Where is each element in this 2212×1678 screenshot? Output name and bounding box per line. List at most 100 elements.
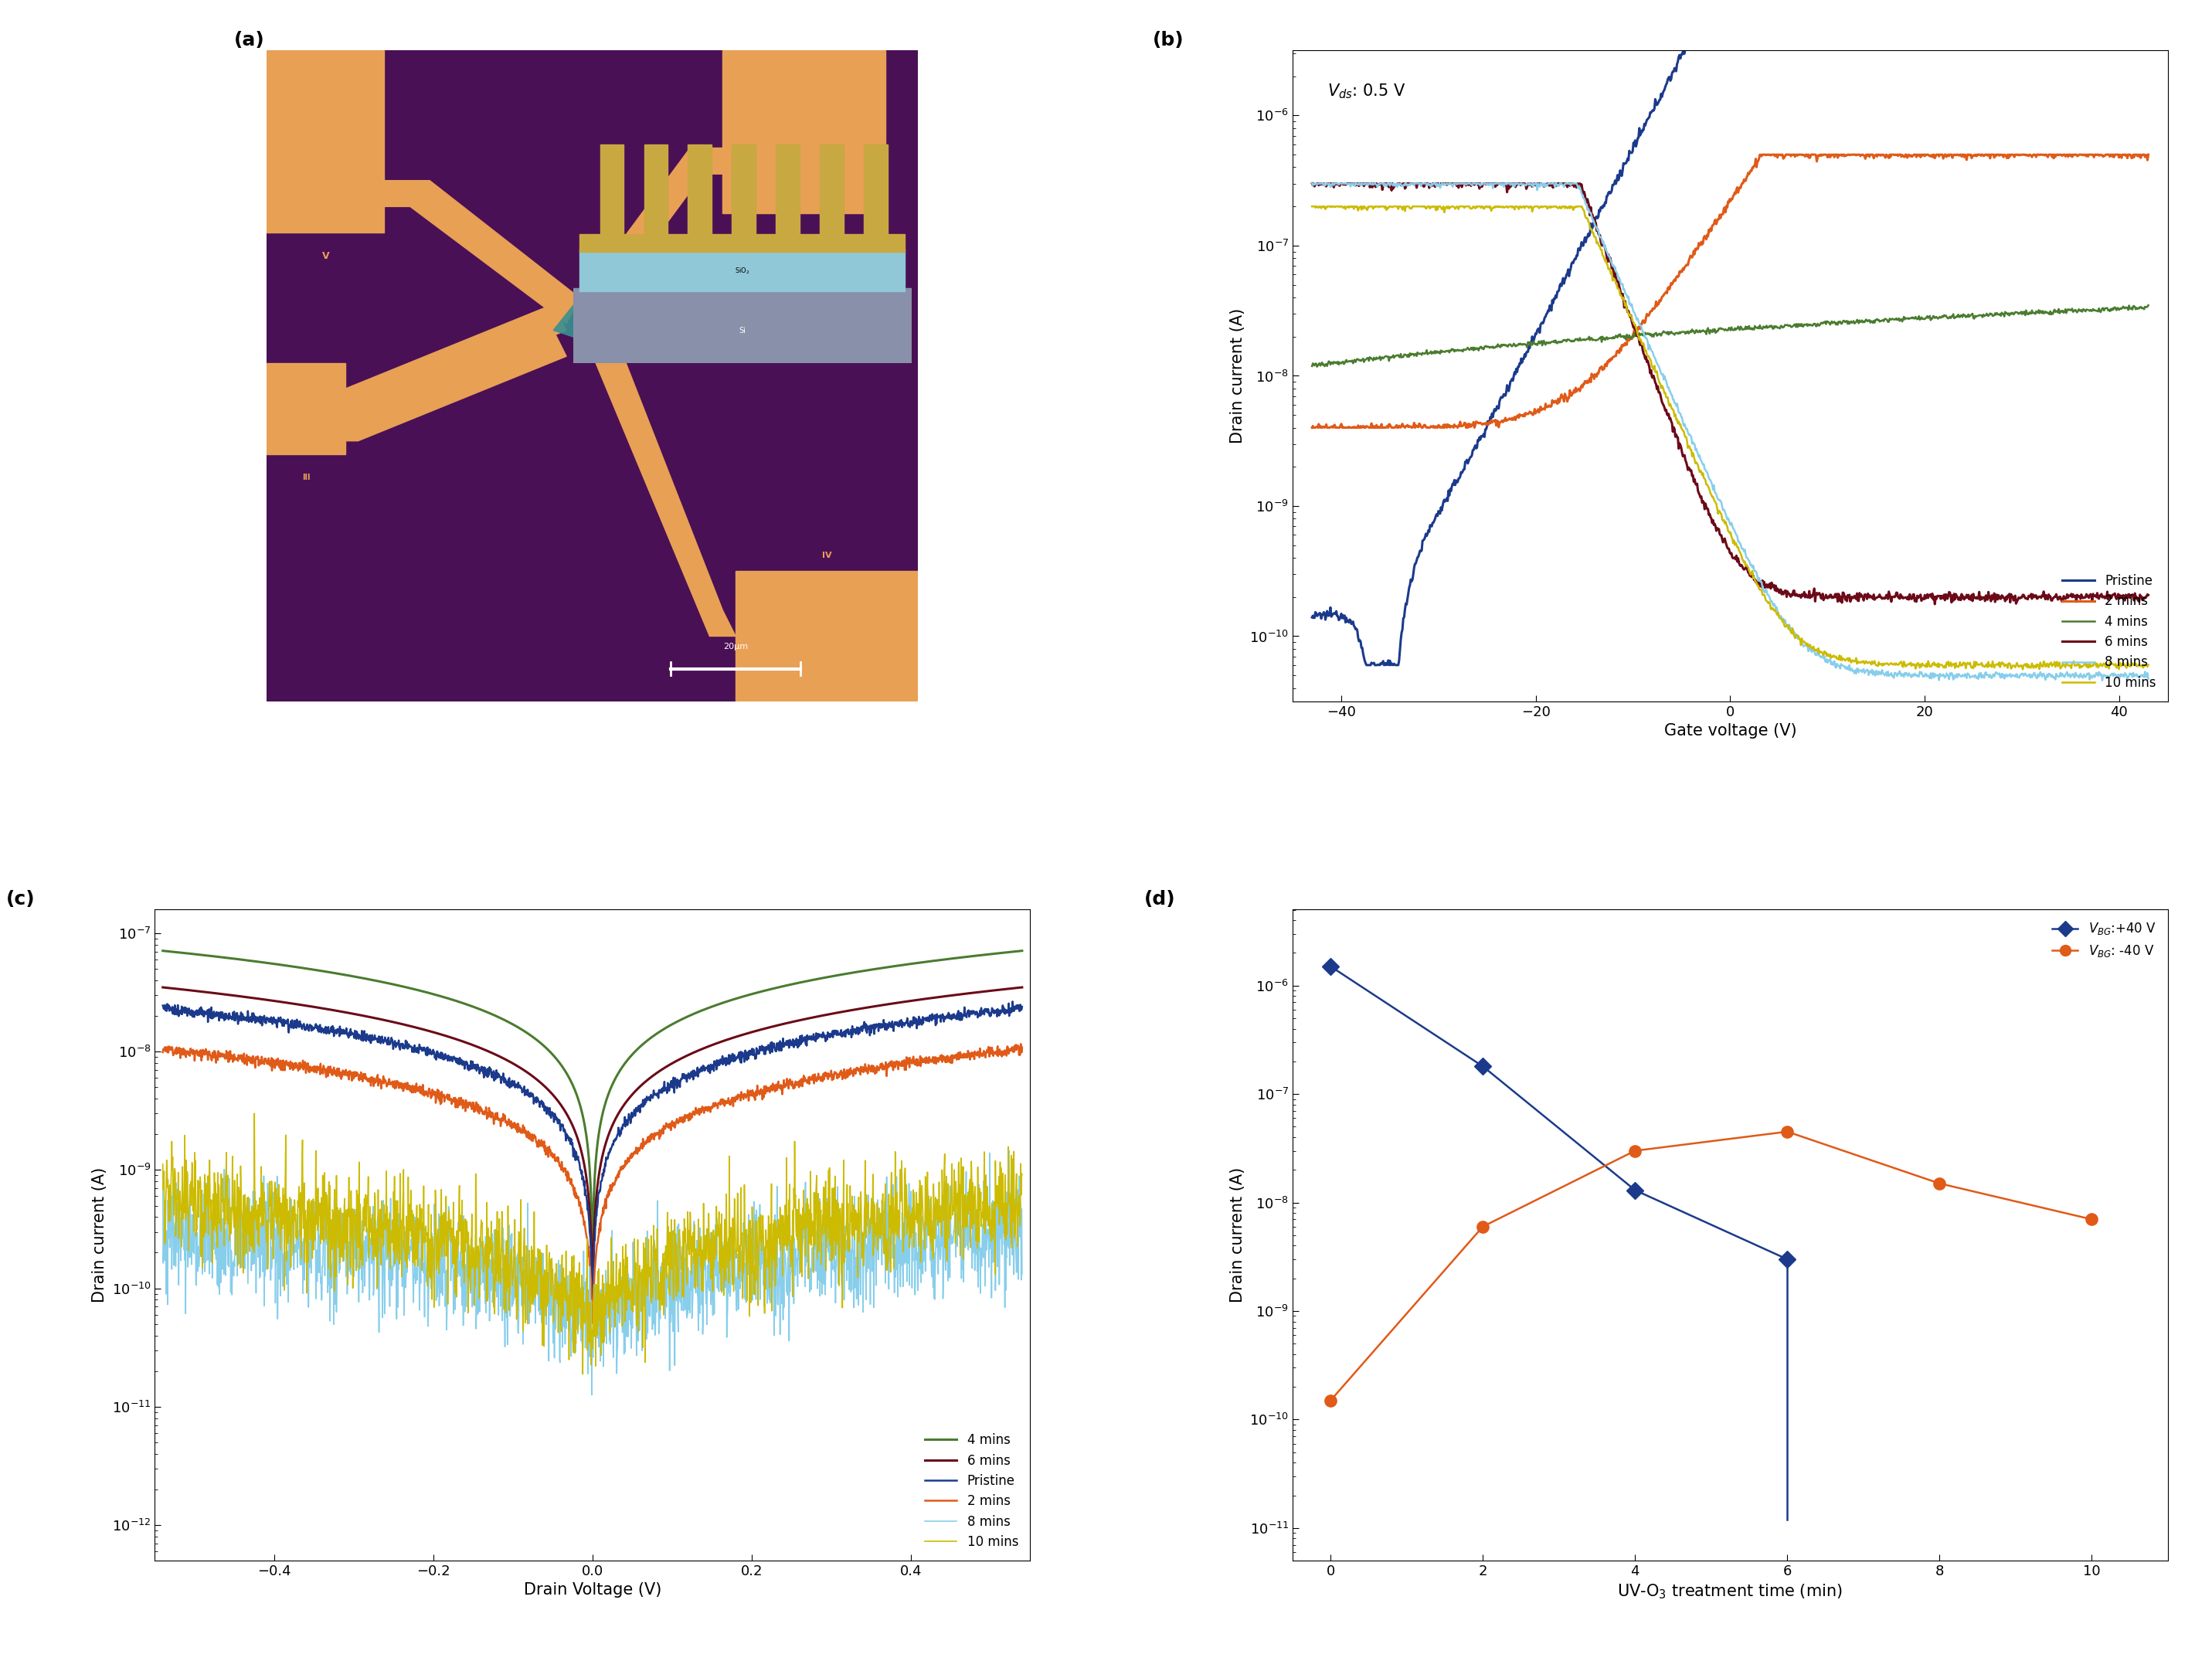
6 mins	[192, 982, 219, 1002]
Text: V: V	[321, 252, 330, 262]
10 mins	[1009, 1165, 1035, 1185]
6 mins	[984, 980, 1011, 1000]
2 mins	[1668, 262, 1694, 282]
8 mins	[566, 1312, 593, 1332]
Line: 8 mins: 8 mins	[164, 1151, 1022, 1394]
6 mins	[150, 977, 177, 997]
10 mins	[1951, 654, 1978, 675]
Line: 2 mins: 2 mins	[164, 1044, 1022, 1324]
4 mins	[1303, 357, 1329, 378]
10 mins	[1874, 654, 1900, 675]
8 mins	[1637, 337, 1663, 357]
Line: 10 mins: 10 mins	[1312, 206, 2148, 670]
4 mins	[1951, 305, 1978, 326]
Pristine	[566, 1161, 593, 1181]
10 mins	[2008, 659, 2035, 680]
8 mins	[1874, 663, 1900, 683]
4 mins	[827, 965, 854, 985]
6 mins	[1874, 586, 1900, 606]
2 mins	[150, 1042, 177, 1062]
8 mins	[995, 1141, 1022, 1161]
6 mins	[1966, 589, 1993, 609]
2 mins	[827, 1064, 854, 1084]
Text: 20μm: 20μm	[723, 643, 748, 651]
X-axis label: UV-O$_3$ treatment time (min): UV-O$_3$ treatment time (min)	[1617, 1582, 1843, 1601]
4 mins	[984, 943, 1011, 963]
Line: 6 mins: 6 mins	[164, 987, 1022, 1297]
6 mins	[1922, 594, 1949, 614]
6 mins	[544, 1091, 571, 1111]
10 mins	[150, 1154, 177, 1175]
10 mins	[241, 1104, 268, 1124]
2 mins	[1874, 146, 1900, 166]
Polygon shape	[345, 331, 566, 441]
Pristine	[150, 995, 177, 1015]
4 mins	[566, 1097, 593, 1118]
8 mins	[192, 1220, 219, 1240]
6 mins	[580, 1287, 606, 1307]
Text: (b): (b)	[1152, 30, 1183, 49]
10 mins	[1668, 414, 1694, 435]
Polygon shape	[385, 181, 580, 324]
Text: (d): (d)	[1144, 889, 1175, 908]
Polygon shape	[345, 304, 566, 414]
2 mins	[580, 1314, 606, 1334]
8 mins	[150, 1166, 177, 1186]
8 mins	[984, 1196, 1011, 1217]
Legend: $V_{BG}$:+40 V, $V_{BG}$: -40 V: $V_{BG}$:+40 V, $V_{BG}$: -40 V	[2046, 916, 2161, 963]
10 mins	[1298, 196, 1325, 216]
Pristine	[984, 1007, 1011, 1027]
Polygon shape	[737, 571, 918, 701]
Pristine	[1298, 607, 1325, 628]
4 mins	[150, 941, 177, 961]
6 mins	[1951, 587, 1978, 607]
2 mins	[1951, 144, 1978, 164]
Legend: Pristine, 2 mins, 4 mins, 6 mins, 8 mins, 10 mins: Pristine, 2 mins, 4 mins, 6 mins, 8 mins…	[2057, 569, 2161, 695]
Pristine	[1000, 992, 1026, 1012]
Line: 4 mins: 4 mins	[164, 951, 1022, 1267]
10 mins	[1966, 654, 1993, 675]
10 mins	[1637, 349, 1663, 369]
8 mins	[2088, 670, 2115, 690]
2 mins	[1750, 144, 1776, 164]
4 mins	[2135, 295, 2161, 315]
6 mins	[1637, 362, 1663, 383]
2 mins	[192, 1042, 219, 1062]
4 mins	[192, 945, 219, 965]
Line: Pristine: Pristine	[1312, 0, 2148, 664]
Line: 6 mins: 6 mins	[1312, 183, 2148, 604]
6 mins	[984, 980, 1011, 1000]
Pristine	[1385, 654, 1411, 675]
2 mins	[1006, 1034, 1033, 1054]
X-axis label: Drain Voltage (V): Drain Voltage (V)	[524, 1582, 661, 1597]
Polygon shape	[580, 310, 737, 636]
4 mins	[1668, 322, 1694, 342]
2 mins	[1009, 1037, 1035, 1057]
Line: 4 mins: 4 mins	[1312, 305, 2148, 367]
Text: IV: IV	[823, 552, 832, 560]
2 mins	[2135, 144, 2161, 164]
Y-axis label: Drain current (A): Drain current (A)	[1230, 309, 1245, 443]
8 mins	[1009, 1264, 1035, 1284]
10 mins	[568, 1364, 595, 1384]
Line: 2 mins: 2 mins	[1312, 154, 2148, 428]
Pristine	[580, 1297, 606, 1317]
2 mins	[1966, 144, 1993, 164]
Line: 8 mins: 8 mins	[1312, 183, 2148, 680]
10 mins	[984, 1180, 1011, 1200]
4 mins	[984, 943, 1011, 963]
10 mins	[544, 1322, 571, 1342]
4 mins	[580, 1257, 606, 1277]
10 mins	[568, 1319, 595, 1339]
6 mins	[1385, 173, 1411, 193]
8 mins	[580, 1384, 606, 1404]
6 mins	[1009, 977, 1035, 997]
Text: $V_{ds}$: 0.5 V: $V_{ds}$: 0.5 V	[1327, 82, 1407, 101]
8 mins	[1966, 663, 1993, 683]
2 mins	[1637, 302, 1663, 322]
10 mins	[2135, 654, 2161, 675]
8 mins	[2135, 670, 2161, 690]
4 mins	[1298, 356, 1325, 376]
8 mins	[544, 1274, 571, 1294]
Legend: 4 mins, 6 mins, Pristine, 2 mins, 8 mins, 10 mins: 4 mins, 6 mins, Pristine, 2 mins, 8 mins…	[920, 1428, 1024, 1554]
